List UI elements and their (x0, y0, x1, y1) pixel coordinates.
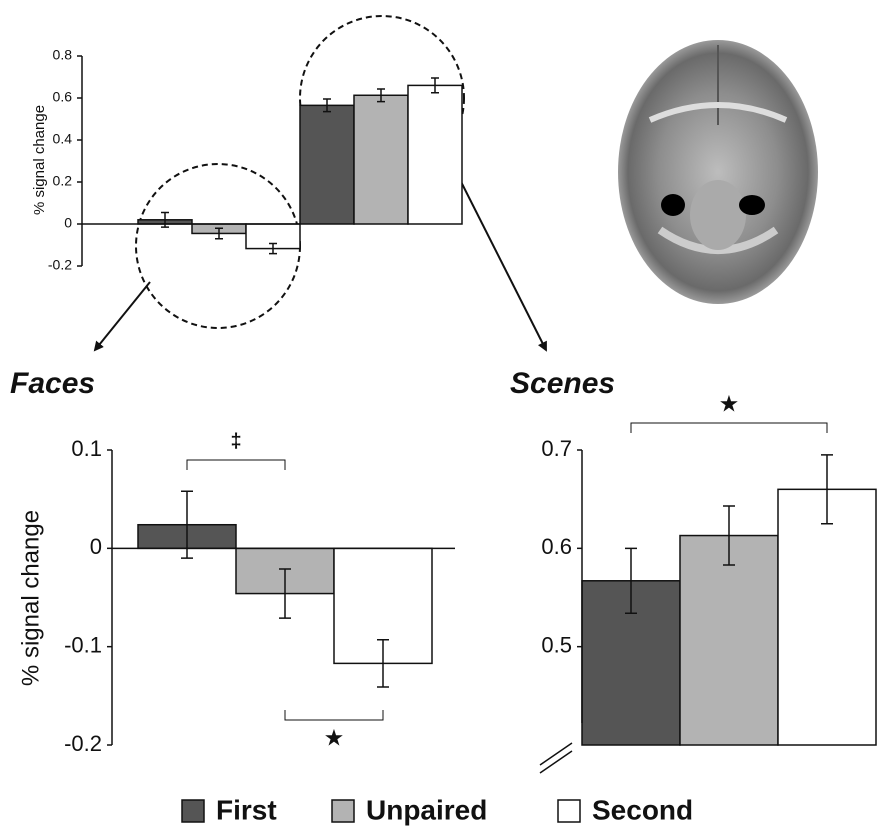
y-tick-label: 0 (64, 215, 72, 231)
page: {"chart_data": [ {"type": "bar", "y_labe… (0, 0, 883, 830)
y-axis-label: % signal change (17, 510, 44, 686)
axis-break (540, 743, 572, 773)
y-tick-label: 0.8 (53, 47, 73, 63)
bar (778, 489, 876, 745)
significance-bracket (187, 460, 285, 470)
legend-label: Second (592, 794, 693, 825)
figure: % signal change -0.2 0 0.2 0.4 0.6 0.8 Faces % s… (0, 0, 883, 830)
y-tick-label: -0.2 (64, 731, 102, 756)
significance-marker: ★ (720, 393, 738, 415)
bar (354, 95, 408, 224)
y-tick-label: 0.2 (53, 173, 73, 189)
y-tick-label: 0.5 (541, 632, 572, 657)
bar (408, 85, 462, 224)
significance-bracket (631, 423, 827, 433)
legend-swatch (558, 800, 580, 822)
y-tick-label: 0.1 (71, 436, 102, 461)
chart-title: Scenes (510, 367, 615, 400)
bar (300, 105, 354, 224)
significance-marker: ★ (325, 727, 343, 749)
significance-bracket (285, 710, 383, 720)
y-tick-label: 0.6 (541, 534, 572, 559)
bar (680, 536, 778, 745)
legend-label: Unpaired (366, 794, 487, 825)
y-tick-label: 0.6 (53, 89, 73, 105)
y-axis-label: % signal change (31, 105, 48, 215)
chart-title: Faces (10, 367, 95, 400)
legend-swatch (182, 800, 204, 822)
y-tick-label: -0.2 (48, 257, 72, 273)
y-tick-label: 0.7 (541, 436, 572, 461)
legend-swatch (332, 800, 354, 822)
brain-image (618, 40, 818, 304)
y-tick-label: 0 (90, 534, 102, 559)
y-tick-label: -0.1 (64, 632, 102, 657)
legend-label: First (216, 794, 277, 825)
significance-marker: ‡ (230, 430, 241, 452)
y-tick-label: 0.4 (53, 131, 73, 147)
